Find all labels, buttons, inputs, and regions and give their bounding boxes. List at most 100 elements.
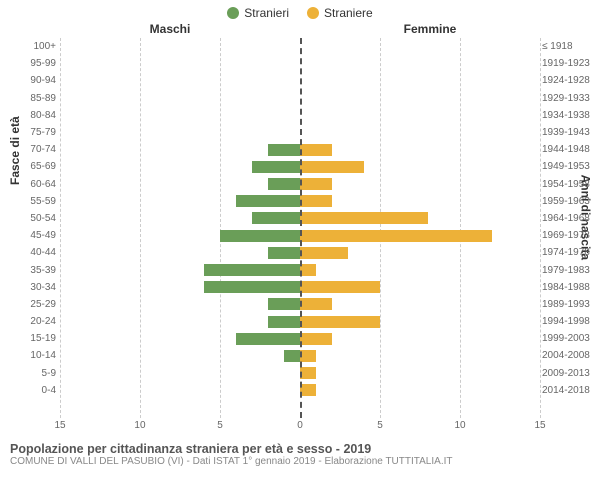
birth-year-tick: 1999-2003 [542, 333, 598, 344]
bar-female [300, 212, 428, 224]
bar-male [284, 350, 300, 362]
birth-year-tick: 1924-1928 [542, 75, 598, 86]
birth-year-tick: 1984-1988 [542, 282, 598, 293]
legend-label-female: Straniere [324, 6, 373, 20]
bar-male [268, 316, 300, 328]
bar-male [268, 144, 300, 156]
bar-slot-female [300, 382, 540, 399]
age-tick: 70-74 [16, 144, 56, 155]
bar-male [204, 264, 300, 276]
x-axis: 15105051015 [60, 418, 540, 436]
bar-female [300, 367, 316, 379]
bar-slot-male [60, 365, 300, 382]
age-tick: 80-84 [16, 110, 56, 121]
birth-year-tick: 1949-1953 [542, 161, 598, 172]
x-tick: 10 [134, 420, 145, 431]
bar-slot-female [300, 124, 540, 141]
bar-female [300, 230, 492, 242]
bar-slot-male [60, 382, 300, 399]
x-tick: 5 [217, 420, 223, 431]
bar-slot-male [60, 72, 300, 89]
bar-slot-female [300, 365, 540, 382]
birth-year-tick: 1994-1998 [542, 316, 598, 327]
chart-subtitle: COMUNE DI VALLI DEL PASUBIO (VI) - Dati … [10, 456, 590, 467]
bar-male [204, 281, 300, 293]
header-female: Femmine [300, 22, 600, 36]
age-tick: 100+ [16, 41, 56, 52]
age-tick: 10-14 [16, 350, 56, 361]
bar-slot-male [60, 330, 300, 347]
age-tick: 55-59 [16, 196, 56, 207]
birth-year-tick: 2009-2013 [542, 368, 598, 379]
bar-female [300, 281, 380, 293]
bar-female [300, 264, 316, 276]
x-tick: 5 [377, 420, 383, 431]
chart-container: Stranieri Straniere Maschi Femmine Fasce… [0, 0, 600, 500]
bar-female [300, 298, 332, 310]
birth-year-tick: 1974-1978 [542, 247, 598, 258]
chart-title: Popolazione per cittadinanza straniera p… [10, 442, 590, 456]
bar-male [236, 333, 300, 345]
birth-year-tick: 1989-1993 [542, 299, 598, 310]
bar-female [300, 384, 316, 396]
bar-slot-female [300, 313, 540, 330]
bar-male [252, 212, 300, 224]
plot-area: 100+≤ 191895-991919-192390-941924-192885… [60, 38, 540, 418]
bar-slot-male [60, 176, 300, 193]
age-tick: 25-29 [16, 299, 56, 310]
age-tick: 15-19 [16, 333, 56, 344]
bar-female [300, 247, 348, 259]
bar-slot-male [60, 55, 300, 72]
bar-male [220, 230, 300, 242]
gridline [540, 38, 541, 418]
bar-male [268, 247, 300, 259]
age-tick: 95-99 [16, 58, 56, 69]
x-tick: 10 [454, 420, 465, 431]
age-tick: 20-24 [16, 316, 56, 327]
birth-year-tick: 1929-1933 [542, 93, 598, 104]
birth-year-tick: 1979-1983 [542, 265, 598, 276]
bar-slot-male [60, 296, 300, 313]
bar-slot-male [60, 193, 300, 210]
birth-year-tick: 1944-1948 [542, 144, 598, 155]
bar-slot-female [300, 347, 540, 364]
birth-year-tick: 1964-1968 [542, 213, 598, 224]
age-tick: 65-69 [16, 161, 56, 172]
bar-slot-female [300, 279, 540, 296]
bar-slot-male [60, 244, 300, 261]
bar-slot-female [300, 176, 540, 193]
age-tick: 45-49 [16, 230, 56, 241]
birth-year-tick: 1954-1958 [542, 179, 598, 190]
birth-year-tick: 1934-1938 [542, 110, 598, 121]
bar-slot-female [300, 38, 540, 55]
age-tick: 0-4 [16, 385, 56, 396]
bar-female [300, 350, 316, 362]
age-tick: 90-94 [16, 75, 56, 86]
bar-slot-female [300, 141, 540, 158]
birth-year-tick: 2014-2018 [542, 385, 598, 396]
bar-slot-male [60, 124, 300, 141]
age-tick: 35-39 [16, 265, 56, 276]
bar-slot-male [60, 347, 300, 364]
age-tick: 75-79 [16, 127, 56, 138]
bar-slot-male [60, 107, 300, 124]
bar-slot-male [60, 158, 300, 175]
bar-female [300, 144, 332, 156]
bar-slot-male [60, 313, 300, 330]
x-tick: 0 [297, 420, 303, 431]
legend-label-male: Stranieri [244, 6, 289, 20]
bar-slot-female [300, 296, 540, 313]
bar-male [268, 178, 300, 190]
bar-slot-female [300, 330, 540, 347]
bar-slot-female [300, 72, 540, 89]
bar-slot-female [300, 90, 540, 107]
bar-slot-female [300, 158, 540, 175]
legend-swatch-male [227, 7, 239, 19]
center-axis [300, 38, 302, 418]
bar-male [236, 195, 300, 207]
bar-slot-male [60, 261, 300, 278]
age-tick: 85-89 [16, 93, 56, 104]
bar-slot-male [60, 227, 300, 244]
bar-slot-female [300, 210, 540, 227]
birth-year-tick: 2004-2008 [542, 350, 598, 361]
